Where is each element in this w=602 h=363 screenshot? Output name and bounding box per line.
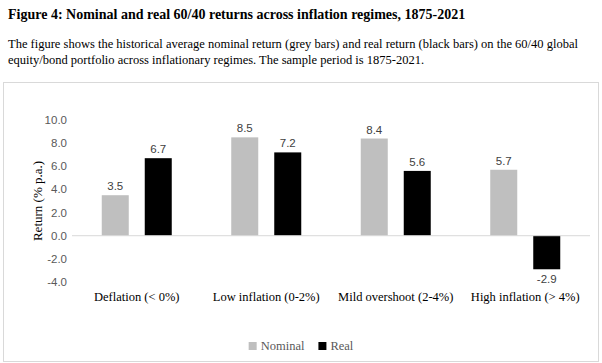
y-tick	[70, 189, 72, 190]
y-tick-label: 8.0	[51, 137, 67, 149]
y-tick	[70, 166, 72, 167]
x-axis-line	[72, 235, 590, 236]
bar	[533, 236, 560, 270]
y-tick	[70, 212, 72, 213]
category-label: Mild overshoot (2-4%)	[338, 290, 453, 304]
category-label: Low inflation (0-2%)	[213, 290, 320, 304]
bars	[102, 137, 561, 269]
bar	[274, 152, 301, 235]
data-label: 3.5	[107, 180, 123, 192]
data-label: 7.2	[280, 137, 296, 149]
title: Figure 4: Nominal and real 60/40 returns…	[8, 7, 598, 23]
bar	[490, 170, 517, 236]
bar	[231, 137, 258, 235]
data-label: 8.4	[366, 124, 383, 136]
category-label: Deflation (< 0%)	[94, 290, 180, 304]
y-tick	[70, 235, 72, 236]
y-tick-label: 4.0	[51, 183, 67, 195]
legend-swatch	[249, 342, 257, 350]
bar	[145, 158, 172, 236]
legend: Nominal Real	[249, 339, 354, 353]
chart-frame	[4, 83, 599, 362]
data-label: 6.7	[150, 143, 166, 155]
y-tick	[70, 282, 72, 283]
data-label: 8.5	[237, 122, 253, 134]
y-tick-label: 0.0	[51, 230, 67, 242]
legend-label: Nominal	[261, 339, 305, 353]
bar	[361, 139, 388, 236]
y-tick-label: 2.0	[51, 207, 67, 219]
legend-swatch	[318, 342, 326, 350]
category-label: High inflation (> 4%)	[471, 290, 580, 304]
y-tick	[70, 120, 72, 121]
y-axis-label: Return (% p.a.)	[30, 161, 45, 241]
y-tick	[70, 258, 72, 259]
y-tick-label: -4.0	[47, 276, 67, 288]
bar	[102, 195, 129, 236]
legend-label: Real	[330, 339, 353, 353]
data-label: -2.9	[537, 273, 557, 285]
y-tick-label: -2.0	[47, 253, 67, 265]
y-tick	[70, 143, 72, 144]
subtitle: The figure shows the historical average …	[8, 36, 594, 68]
y-tick-label: 10.0	[45, 114, 67, 126]
y-tick-label: 6.0	[51, 160, 67, 172]
data-label: 5.7	[496, 155, 512, 167]
bar	[404, 171, 431, 236]
data-label: 5.6	[409, 156, 425, 168]
